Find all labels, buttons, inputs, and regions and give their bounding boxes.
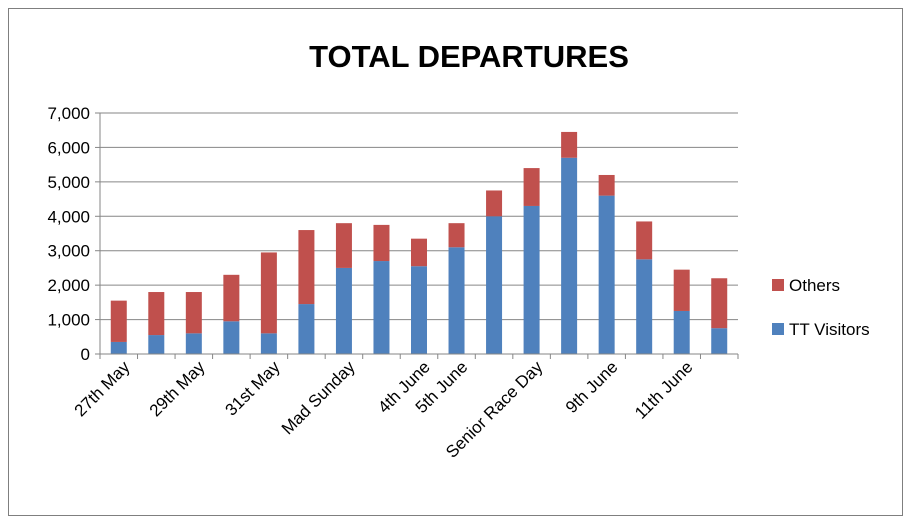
bar-others xyxy=(448,223,465,248)
legend-swatch xyxy=(772,279,784,291)
y-tick-label: 5,000 xyxy=(47,173,90,192)
bar-tt-visitors xyxy=(711,328,728,354)
bar-others xyxy=(411,238,427,267)
bar-tt-visitors xyxy=(260,333,277,354)
chart-title: TOTAL DEPARTURES xyxy=(309,39,629,74)
bar-tt-visitors xyxy=(298,304,315,354)
y-tick-label: 6,000 xyxy=(47,138,90,157)
bar-tt-visitors xyxy=(223,321,240,354)
bar-tt-visitors xyxy=(335,267,352,354)
legend-label: Others xyxy=(789,276,840,295)
legend: Others TT Visitors xyxy=(772,276,870,339)
bar-others xyxy=(636,221,653,260)
y-tick-label: 0 xyxy=(81,345,90,364)
bar-tt-visitors xyxy=(110,341,127,354)
bar-tt-visitors xyxy=(448,247,465,354)
bar-others xyxy=(185,292,202,334)
bar-others xyxy=(260,252,277,334)
stacked-bar-chart: TOTAL DEPARTURES 0 1,000 2,000 3,000 4,000 5,… xyxy=(47,39,870,462)
x-tick-label: 27th May xyxy=(71,357,134,420)
bar-tt-visitors xyxy=(373,261,390,354)
y-tick-label: 3,000 xyxy=(47,242,90,261)
y-tick-label: 4,000 xyxy=(47,207,90,226)
bar-others xyxy=(711,278,728,329)
bars xyxy=(110,131,728,354)
x-tick-label: 11th June xyxy=(631,357,696,422)
bar-others xyxy=(486,190,503,217)
bar-tt-visitors xyxy=(185,333,202,354)
bar-tt-visitors xyxy=(561,157,578,354)
bar-others xyxy=(298,230,315,305)
bar-tt-visitors xyxy=(148,335,165,354)
y-axis: 0 1,000 2,000 3,000 4,000 5,000 6,000 7,000 xyxy=(47,104,101,364)
bar-tt-visitors xyxy=(411,266,427,354)
legend-swatch xyxy=(772,323,784,335)
legend-label: TT Visitors xyxy=(789,320,870,339)
bar-others xyxy=(110,300,127,342)
bar-others xyxy=(335,223,352,268)
x-tick-label: Mad Sunday xyxy=(278,357,359,438)
chart-frame: TOTAL DEPARTURES 0 1,000 2,000 3,000 4,000 5,… xyxy=(8,8,903,516)
y-tick-label: 1,000 xyxy=(47,311,90,330)
bar-tt-visitors xyxy=(598,195,615,354)
y-tick-label: 7,000 xyxy=(47,104,90,123)
bar-others xyxy=(373,224,390,262)
bar-others xyxy=(223,274,240,322)
bar-tt-visitors xyxy=(636,259,653,354)
bar-tt-visitors xyxy=(673,310,690,354)
x-tick-label: 31st May xyxy=(221,357,284,420)
bar-others xyxy=(598,174,615,196)
bar-others xyxy=(673,269,690,311)
bar-others xyxy=(523,168,540,206)
bar-others xyxy=(148,292,165,336)
x-tick-label: 9th June xyxy=(562,357,622,417)
bar-tt-visitors xyxy=(523,205,540,354)
y-tick-label: 2,000 xyxy=(47,276,90,295)
x-tick-label: 29th May xyxy=(146,357,209,420)
bar-tt-visitors xyxy=(486,216,503,354)
bar-others xyxy=(561,131,578,158)
